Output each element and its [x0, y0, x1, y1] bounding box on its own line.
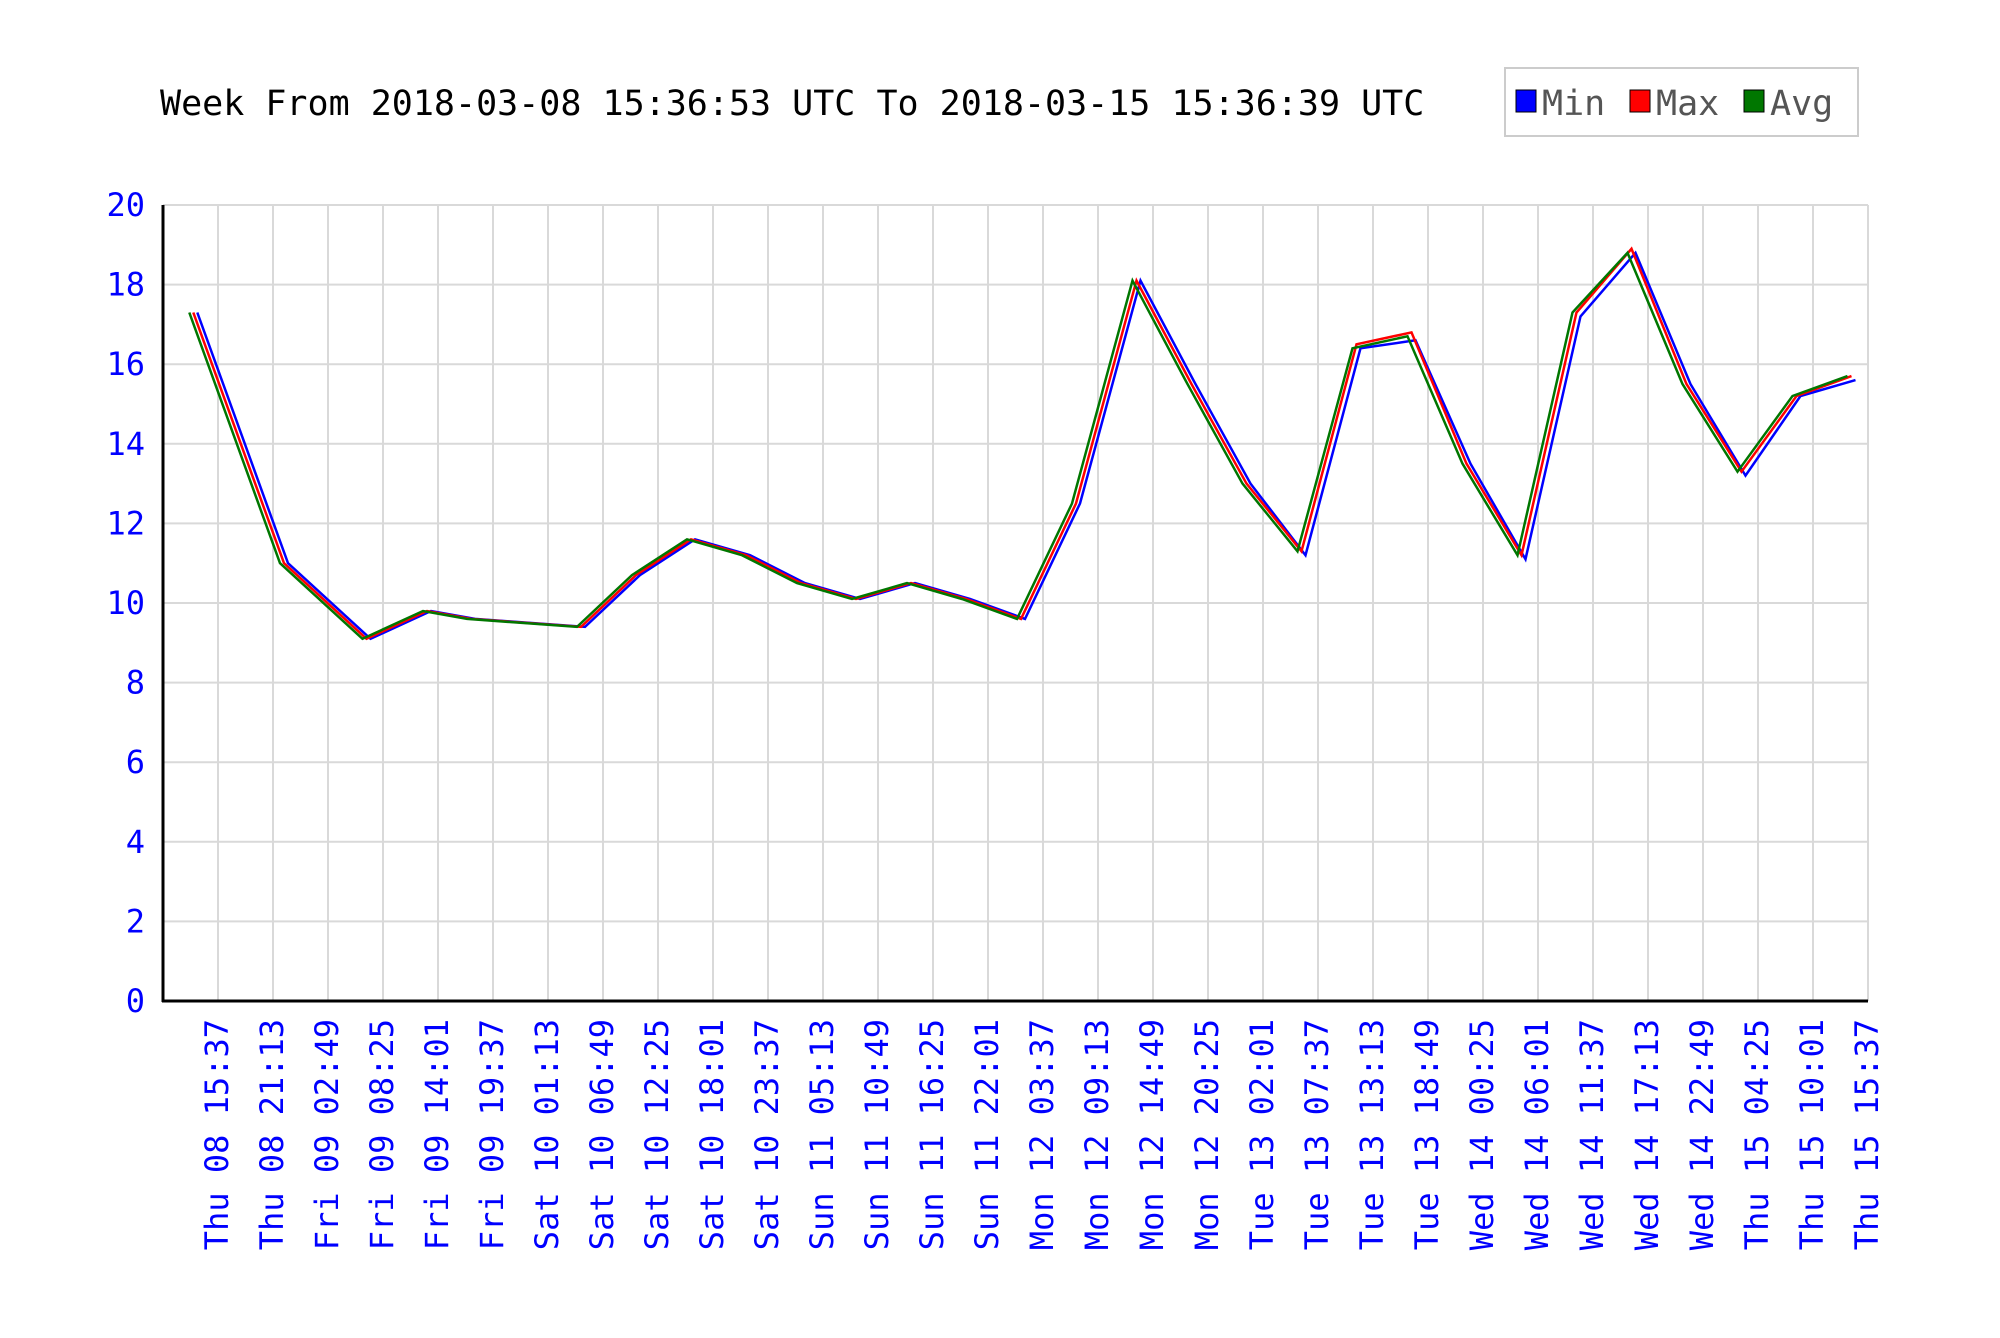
series-line-avg [188, 250, 1848, 641]
x-tick-label: Fri 09 08:25 [363, 1019, 401, 1250]
axes [161, 205, 1868, 1003]
x-tick-label: Sun 11 16:25 [913, 1019, 951, 1250]
y-tick-label: 20 [106, 186, 145, 224]
y-tick-label: 2 [126, 902, 145, 940]
x-tick-label: Thu 15 15:37 [1848, 1019, 1886, 1250]
y-tick-label: 6 [126, 743, 145, 781]
legend-avg-label: Avg [1770, 84, 1833, 124]
chart-title: Week From 2018-03-08 15:36:53 UTC To 201… [160, 84, 1424, 124]
legend-avg-swatch [1743, 89, 1765, 113]
x-tick-label: Sat 10 01:13 [528, 1019, 566, 1250]
x-tick-label: Fri 09 14:01 [418, 1019, 456, 1250]
x-tick-label: Tue 13 02:01 [1243, 1019, 1281, 1250]
y-tick-label: 18 [106, 266, 145, 304]
x-tick-label: Mon 12 09:13 [1078, 1019, 1116, 1250]
y-tick-label: 8 [126, 664, 145, 702]
gridlines [163, 204, 1869, 1002]
x-tick-label: Tue 13 13:13 [1353, 1019, 1391, 1250]
chart-legend: Min Max Avg [1504, 67, 1859, 137]
y-tick-label: 10 [106, 584, 145, 622]
x-tick-label: Wed 14 06:01 [1518, 1019, 1556, 1250]
legend-min-swatch [1515, 89, 1537, 113]
x-tick-label: Wed 14 22:49 [1683, 1019, 1721, 1250]
y-tick-label: 16 [106, 345, 145, 383]
x-tick-label: Thu 08 21:13 [253, 1019, 291, 1250]
x-axis-ticks: Thu 08 15:37 Thu 08 21:13 Fri 09 02:49 Fri … [198, 1019, 1886, 1250]
x-tick-label: Tue 13 18:49 [1408, 1019, 1446, 1250]
x-tick-label: Thu 08 15:37 [198, 1019, 236, 1250]
x-tick-label: Fri 09 19:37 [473, 1019, 511, 1250]
x-tick-label: Sun 11 10:49 [858, 1019, 896, 1250]
x-tick-label: Tue 13 07:37 [1298, 1019, 1336, 1250]
x-tick-label: Sat 10 06:49 [583, 1019, 621, 1250]
series-lines [188, 246, 1856, 641]
x-tick-label: Thu 15 10:01 [1793, 1019, 1831, 1250]
x-tick-label: Mon 12 20:25 [1188, 1019, 1226, 1250]
x-tick-label: Wed 14 11:37 [1573, 1019, 1611, 1250]
legend-box [1504, 67, 1859, 137]
x-tick-label: Fri 09 02:49 [308, 1019, 346, 1250]
x-tick-label: Wed 14 17:13 [1628, 1019, 1666, 1250]
y-tick-label: 0 [126, 982, 145, 1020]
y-tick-label: 12 [106, 504, 145, 542]
legend-max-swatch [1629, 89, 1651, 113]
x-tick-label: Mon 12 14:49 [1133, 1019, 1171, 1250]
x-tick-label: Wed 14 00:25 [1463, 1019, 1501, 1250]
legend-max-label: Max [1656, 84, 1719, 124]
x-tick-label: Sat 10 23:37 [748, 1019, 786, 1250]
y-axis-ticks: 0 2 4 6 8 10 12 14 16 18 20 [106, 186, 145, 1020]
x-tick-label: Sat 10 12:25 [638, 1019, 676, 1250]
x-tick-label: Sat 10 18:01 [693, 1019, 731, 1250]
y-tick-label: 4 [126, 823, 145, 861]
x-tick-label: Thu 15 04:25 [1738, 1019, 1776, 1250]
y-tick-label: 14 [106, 425, 145, 463]
x-tick-label: Mon 12 03:37 [1023, 1019, 1061, 1250]
x-tick-label: Sun 11 05:13 [803, 1019, 841, 1250]
legend-min-label: Min [1542, 84, 1605, 124]
x-tick-label: Sun 11 22:01 [968, 1019, 1006, 1250]
